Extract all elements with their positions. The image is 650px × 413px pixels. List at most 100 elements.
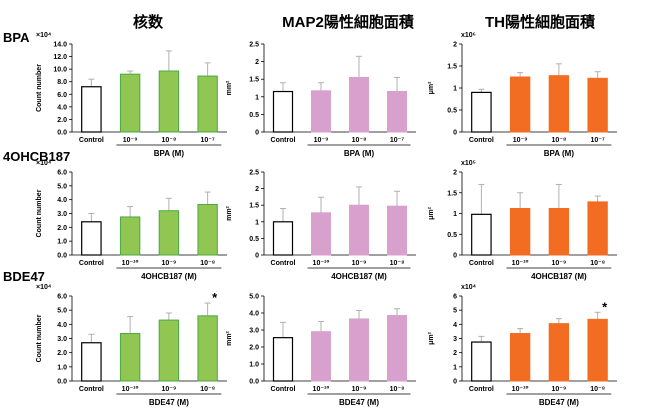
x-axis-label: 4OHCB187 (M) — [141, 272, 197, 281]
row-label-bde47: BDE47 — [3, 269, 45, 284]
x-category-label: 10⁻⁷ — [390, 137, 404, 144]
row-label-bpa: BPA — [3, 30, 30, 45]
x-axis-label: BPA (M) — [544, 149, 575, 158]
chart-bde47-map2: 0.0 1.0 2.0 3.0 4.0 5.0 mm² Control 10⁻¹⁰ 10⁻⁹ 10⁻… — [226, 294, 416, 407]
y-tick-label: 1 — [453, 364, 457, 371]
x-category-label: 10⁻⁹ — [161, 260, 176, 267]
y-tick-label: 1.0 — [57, 239, 67, 246]
x-category-label: 10⁻⁸ — [590, 386, 605, 393]
x-category-label: 10⁻⁹ — [551, 386, 566, 393]
y-tick-label: 0 — [255, 253, 259, 260]
y-axis-label: mm² — [226, 80, 233, 95]
y-tick-label: 2 — [453, 42, 457, 49]
bar — [81, 342, 102, 382]
y-tick-label: 3.0 — [57, 211, 67, 218]
y-multiplier: x10⁴ — [461, 284, 477, 291]
x-category-label: 10⁻¹⁰ — [512, 259, 529, 267]
bar — [272, 337, 294, 382]
row-label-4ohcb187: 4OHCB187 — [3, 149, 70, 164]
x-category-label: 10⁻⁸ — [390, 386, 405, 393]
chart-bpa-th: 0 0.5 1 1.5 2 μm² x10⁶ Control 10⁻⁹ 10⁻⁸ 10⁻⁷ BPA (… — [428, 32, 617, 158]
bar — [272, 221, 294, 256]
y-tick-label: 2.0 — [57, 350, 67, 357]
bar — [509, 333, 531, 382]
y-tick-label: 0 — [453, 130, 457, 137]
x-axis-label: BDE47 (M) — [539, 398, 579, 407]
y-tick-label: 6 — [453, 294, 457, 301]
y-tick-label: 4 — [453, 322, 457, 329]
y-tick-label: 2.0 — [249, 345, 259, 352]
chart-bde47-count: 0.0 1.0 2.0 3.0 4.0 5.0 6.0 Count number ×10⁴ Con… — [36, 284, 227, 407]
y-tick-label: 1 — [255, 94, 259, 101]
x-category-label: 10⁻¹⁰ — [512, 385, 529, 393]
y-tick-label: 0.0 — [249, 379, 259, 386]
y-tick-label: 2.5 — [249, 42, 259, 49]
x-category-label: Control — [469, 260, 494, 267]
x-category-label: 10⁻⁸ — [551, 137, 566, 144]
bar — [81, 86, 102, 133]
bar — [119, 216, 141, 256]
y-multiplier: ×10⁴ — [36, 284, 52, 291]
y-tick-label: 2 — [453, 350, 457, 357]
bar — [387, 315, 407, 382]
y-tick-label: 0.5 — [447, 108, 457, 115]
y-tick-label: 4.0 — [57, 197, 67, 204]
column-header-map2-area: MAP2陽性細胞面積 — [282, 13, 415, 31]
y-axis-label: mm² — [226, 205, 233, 220]
bar — [471, 341, 492, 382]
chart-bpa-map2: 0 0.5 1 1.5 2 2.5 mm² Control 10⁻⁹ 10⁻⁸ 10⁻⁷ BPA (M… — [226, 42, 416, 158]
bar — [197, 75, 218, 133]
bar — [119, 73, 141, 133]
y-tick-label: 2.0 — [57, 117, 67, 124]
x-category-label: Control — [79, 260, 104, 267]
bar — [158, 319, 180, 382]
bar — [197, 204, 218, 256]
bar — [548, 323, 570, 382]
y-tick-label: 5.0 — [57, 308, 67, 315]
y-tick-label: 5.0 — [57, 183, 67, 190]
y-tick-label: 0.0 — [57, 253, 67, 260]
y-tick-label: 2 — [255, 186, 259, 193]
x-category-label: 10⁻⁹ — [352, 260, 367, 267]
x-category-label: Control — [271, 386, 296, 393]
y-tick-label: 2.5 — [249, 170, 259, 177]
x-category-label: 10⁻⁷ — [590, 137, 604, 144]
y-tick-label: 5 — [453, 308, 457, 315]
y-multiplier: ×10⁴ — [36, 32, 52, 39]
y-tick-label: 2.0 — [57, 225, 67, 232]
bar — [158, 70, 180, 133]
x-category-label: 10⁻⁸ — [590, 260, 605, 267]
x-axis-label: BPA (M) — [154, 149, 185, 158]
x-category-label: Control — [271, 260, 296, 267]
significance-asterisk: * — [602, 299, 608, 314]
x-category-label: 10⁻⁸ — [352, 137, 367, 144]
x-category-label: 10⁻⁹ — [513, 137, 528, 144]
y-axis-label: μm² — [428, 331, 435, 345]
chart-4ohcb187-count: 0.0 1.0 2.0 3.0 4.0 5.0 6.0 Count number ×10⁴ Con… — [36, 160, 227, 281]
y-tick-label: 3.0 — [249, 328, 259, 335]
bar — [119, 333, 141, 382]
bar — [548, 75, 570, 133]
bar — [197, 315, 218, 382]
y-tick-label: 1.5 — [447, 190, 457, 197]
y-multiplier: x10⁵ — [461, 160, 476, 167]
y-tick-label: 8.0 — [57, 79, 67, 86]
y-tick-label: 0 — [453, 253, 457, 260]
chart-bde47-th: 0 1 2 3 4 5 6 μm² x10⁴ Control 10⁻¹⁰ 10⁻⁹ 10⁻⁸ * BDE47… — [428, 284, 617, 407]
y-tick-label: 14.0 — [53, 42, 67, 49]
x-category-label: 10⁻⁹ — [123, 137, 138, 144]
x-category-label: 10⁻⁹ — [352, 386, 367, 393]
y-tick-label: 0.5 — [447, 232, 457, 239]
bar — [349, 318, 369, 382]
x-category-label: 10⁻¹⁰ — [313, 385, 330, 393]
x-category-label: Control — [79, 386, 104, 393]
significance-asterisk: * — [212, 290, 218, 305]
y-axis-label: Count number — [36, 64, 43, 112]
y-axis-label: mm² — [226, 330, 233, 345]
x-category-label: 10⁻⁸ — [200, 260, 215, 267]
column-header-nuclei: 核数 — [133, 13, 164, 31]
x-category-label: 10⁻⁹ — [314, 137, 329, 144]
bar — [587, 77, 608, 133]
